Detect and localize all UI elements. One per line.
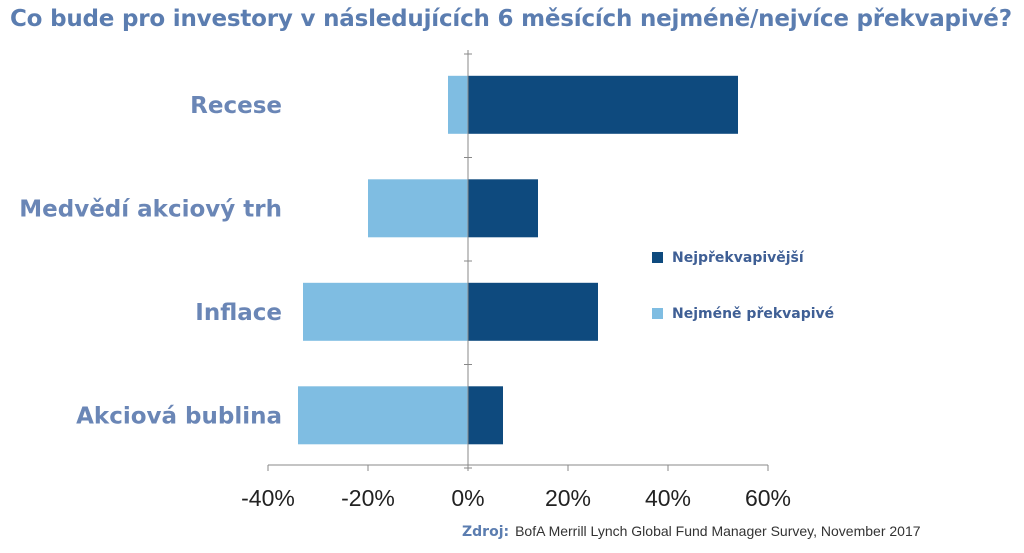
category-label: Inflace [195, 300, 282, 326]
source-label: Zdroj: [462, 524, 510, 540]
category-label: Medvědí akciový trh [19, 196, 282, 222]
legend-swatch-least-surprising [652, 308, 663, 319]
x-tick-label: -20% [341, 485, 395, 511]
legend: Nejpřekvapivější Nejméně překvapivé [652, 250, 834, 322]
chart-title: Co bude pro investory v následujících 6 … [10, 6, 1012, 32]
bar-least-surprising [448, 75, 468, 134]
x-tick-label: 20% [545, 485, 591, 511]
x-tick-label: -40% [241, 485, 295, 511]
bar-most-surprising [468, 75, 738, 134]
bar-least-surprising [303, 282, 468, 341]
x-tick-label: 40% [645, 485, 691, 511]
bar-most-surprising [468, 386, 503, 445]
bar-least-surprising [298, 386, 468, 445]
source-note: Zdroj: BofA Merrill Lynch Global Fund Man… [462, 523, 921, 540]
category-label: Recese [190, 93, 282, 119]
bar-least-surprising [368, 179, 468, 238]
category-label: Akciová bublina [76, 403, 282, 429]
legend-swatch-most-surprising [652, 252, 663, 263]
x-tick-label: 0% [451, 485, 484, 511]
bar-most-surprising [468, 179, 538, 238]
bar-most-surprising [468, 282, 598, 341]
bars [298, 75, 738, 445]
legend-label-least-surprising: Nejméně překvapivé [672, 306, 834, 322]
x-axis: -40% -20% 0% 20% 40% 60% [241, 50, 791, 511]
category-labels: Recese Medvědí akciový trh Inflace Akciová … [19, 93, 282, 430]
legend-label-most-surprising: Nejpřekvapivější [672, 250, 805, 266]
source-text: BofA Merrill Lynch Global Fund Manager S… [515, 523, 921, 539]
x-tick-label: 60% [745, 485, 791, 511]
